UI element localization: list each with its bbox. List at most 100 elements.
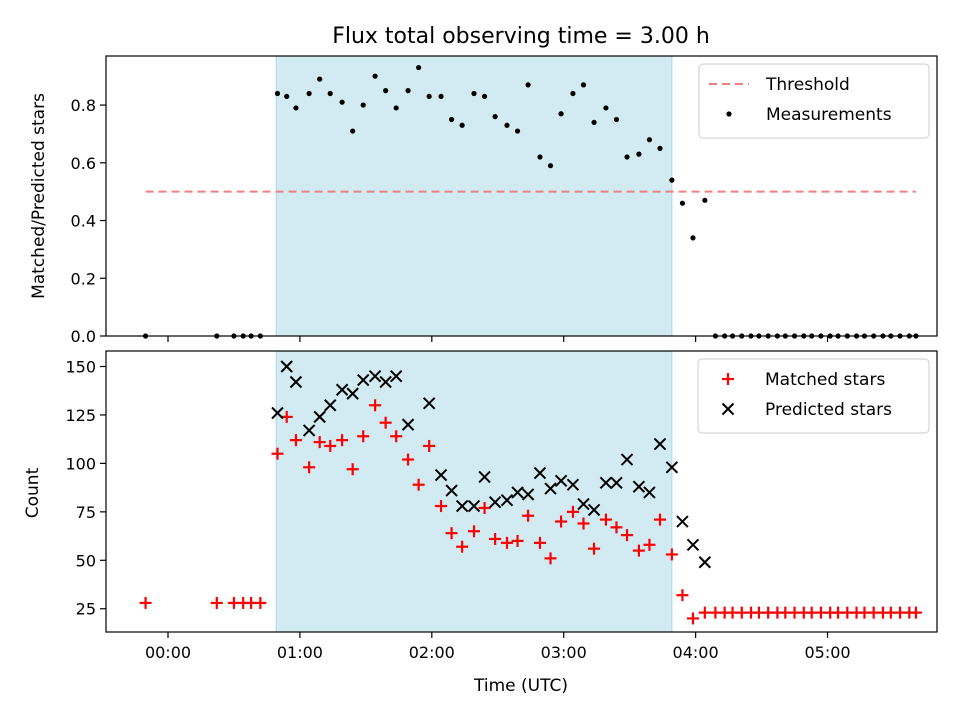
data-point (327, 90, 333, 97)
y-tick-label: 0.6 (71, 154, 96, 173)
y-tick-label: 0.8 (71, 96, 96, 115)
data-point (139, 596, 152, 609)
data-point (423, 439, 436, 452)
data-point (368, 369, 382, 383)
data-point-b (554, 474, 568, 488)
series-predicted-stars (271, 360, 712, 569)
y-tick-label: 0.2 (71, 269, 96, 288)
data-point (492, 114, 498, 120)
x-tick-label: 03:00 (541, 643, 587, 662)
data-point (357, 373, 370, 387)
data-point (271, 406, 284, 420)
y-tick-label: 0.0 (71, 327, 96, 346)
data-point (280, 360, 293, 373)
x-tick-label: 02:00 (409, 643, 455, 662)
data-point (302, 424, 316, 437)
data-point (624, 154, 630, 160)
data-point (603, 105, 609, 111)
data-point (665, 461, 679, 474)
data-point (514, 128, 521, 134)
data-point (500, 536, 513, 549)
legend-marker-b (721, 402, 735, 416)
data-point (393, 105, 399, 111)
data-point-b (445, 484, 458, 497)
x-tick-label: 00:00 (145, 643, 191, 662)
data-point (336, 434, 349, 447)
legend-label: Matched stars (765, 370, 885, 390)
data-point (412, 478, 425, 491)
data-point (643, 538, 656, 551)
legend-box (698, 63, 930, 139)
y-tick-label: 50 (76, 551, 96, 570)
data-point (456, 540, 469, 553)
data-point-b (467, 499, 481, 513)
data-point (669, 177, 675, 183)
data-point (416, 64, 422, 71)
data-point-b (686, 538, 700, 552)
data-point (488, 495, 502, 509)
data-point (643, 486, 656, 499)
data-point (478, 470, 491, 484)
data-point (537, 154, 543, 160)
data-point-b (280, 360, 293, 373)
data-point (346, 387, 359, 400)
data-point (435, 500, 448, 513)
observing-window-span (275, 350, 673, 633)
data-point (636, 151, 642, 157)
y-axis-label-bottom: Count (23, 467, 43, 518)
data-point (289, 375, 303, 389)
data-point (271, 447, 284, 460)
data-point (620, 453, 634, 466)
data-point (587, 503, 601, 517)
data-point (558, 111, 564, 117)
data-point (566, 478, 580, 491)
data-point (686, 612, 699, 625)
data-point (555, 515, 568, 528)
data-point-b (302, 424, 316, 437)
data-point-b (389, 369, 403, 383)
data-point (686, 538, 700, 552)
data-point-b (335, 383, 349, 396)
x-axis-label: Time (UTC) (473, 676, 568, 696)
x-tick-label: 01:00 (277, 643, 323, 662)
data-point (254, 596, 267, 609)
data-point-b (422, 397, 436, 410)
y-axis-label-top: Matched/Predicted stars (29, 93, 49, 299)
data-point-b (455, 499, 469, 513)
y-tick-label: 25 (76, 600, 96, 619)
legend: Matched stars Predicted stars (697, 358, 930, 434)
data-point (468, 525, 481, 538)
data-point-b (643, 486, 656, 499)
data-point (422, 397, 436, 410)
data-point (690, 235, 696, 241)
data-point (346, 463, 359, 476)
data-point-b (653, 437, 667, 451)
data-point (303, 461, 316, 474)
y-tick-label: 100 (65, 454, 96, 473)
data-point (521, 488, 535, 501)
data-point-b (289, 375, 303, 389)
data-point (471, 90, 477, 97)
legend-label: Threshold (765, 75, 850, 95)
data-point (313, 436, 326, 449)
data-point (339, 99, 345, 105)
data-point (525, 82, 531, 88)
data-point (478, 501, 491, 514)
data-point (448, 116, 455, 123)
bottom-panel-counts: 25 50 75 100 125 150 00:00 01:00 02:00 03:00 04:00… (65, 350, 938, 662)
data-point (654, 513, 666, 526)
observing-window-span (275, 55, 673, 337)
data-point (455, 499, 469, 513)
data-point (676, 515, 689, 528)
data-point-b (511, 486, 524, 499)
data-point-b (500, 494, 514, 507)
data-point (379, 375, 392, 389)
legend-marker (721, 402, 735, 416)
series-measurements (142, 64, 919, 339)
data-point (210, 596, 223, 609)
data-point (632, 480, 646, 493)
y-tick-label: 0.4 (71, 212, 96, 231)
legend-marker (722, 373, 734, 385)
legend-label: Predicted stars (765, 400, 892, 420)
